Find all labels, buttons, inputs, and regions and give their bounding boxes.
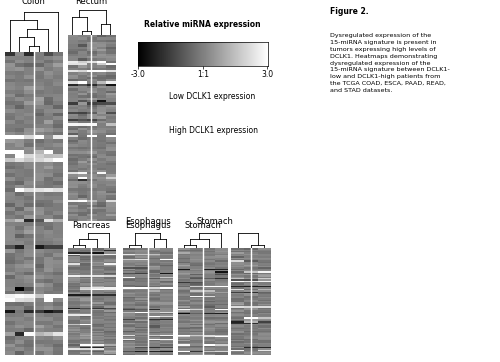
Text: Stomach: Stomach: [184, 221, 221, 230]
Text: Esophagus: Esophagus: [124, 221, 170, 230]
Text: Figure 2.: Figure 2.: [330, 7, 368, 16]
Text: Stomach: Stomach: [196, 217, 234, 226]
Text: Dysregulated expression of the
15-miRNA signature is present in
tumors expressin: Dysregulated expression of the 15-miRNA …: [330, 33, 450, 93]
Text: Rectum: Rectum: [75, 0, 108, 6]
Text: Pancreas: Pancreas: [72, 221, 110, 230]
Text: Esophagus: Esophagus: [124, 217, 170, 226]
Text: Low DCLK1 expression: Low DCLK1 expression: [168, 92, 255, 101]
Text: High DCLK1 expression: High DCLK1 expression: [168, 126, 258, 135]
Text: Relative miRNA expression: Relative miRNA expression: [144, 20, 261, 29]
Text: Colon: Colon: [22, 0, 46, 6]
